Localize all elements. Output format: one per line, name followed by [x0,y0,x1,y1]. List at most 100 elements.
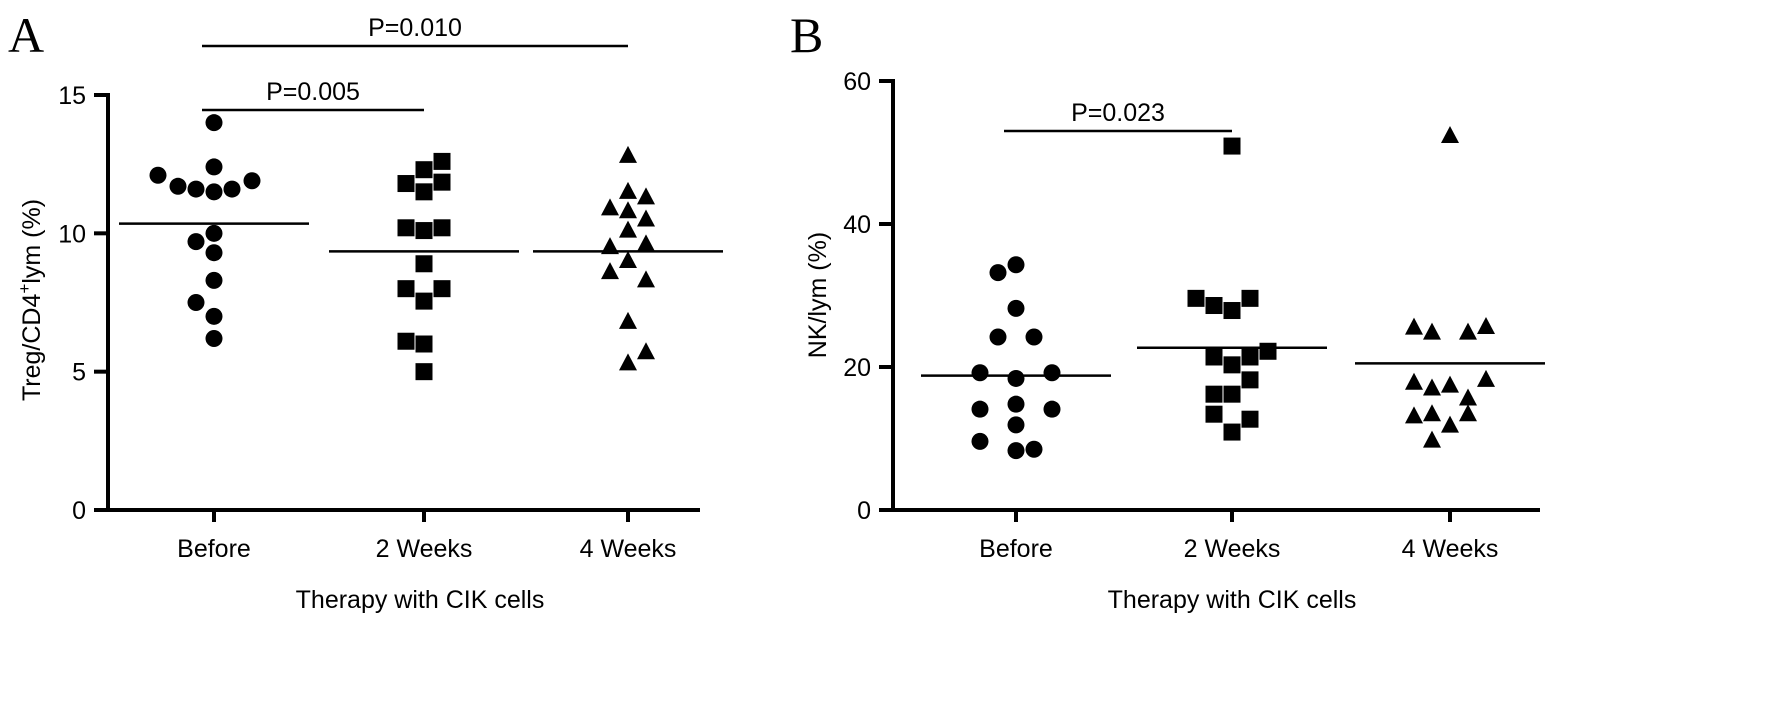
data-point-circle [989,264,1007,282]
data-point-triangle [619,311,637,329]
x-tick-label: 2 Weeks [376,535,473,563]
data-point-circle [205,183,223,201]
y-axis-title-part: Treg/CD4 [18,294,46,402]
y-axis-title-superscript: + [15,284,34,294]
data-point-circle [187,294,205,311]
data-point-square [1205,297,1223,315]
data-point-circle [971,400,989,418]
p-value-label: P=0.005 [266,78,360,106]
data-point-circle [1007,256,1025,274]
data-point-triangle [1423,322,1441,340]
data-point-circle [205,114,223,132]
data-point-square [1241,410,1259,428]
data-point-square [1223,302,1241,320]
data-point-circle [1007,395,1025,413]
x-axis-title: Therapy with CIK cells [296,586,545,614]
data-point-square [415,292,433,310]
data-point-circle [223,180,241,198]
data-point-triangle [619,251,637,268]
data-point-triangle [619,201,637,219]
data-point-square [1223,137,1241,155]
data-point-circle [1007,416,1025,434]
data-point-circle [149,166,167,184]
y-tick-label: 5 [72,359,86,387]
data-point-triangle [619,220,637,238]
data-point-square [433,219,451,237]
y-tick-label: 60 [843,68,871,96]
panel-letter-b: B [790,7,823,63]
data-point-square [415,161,433,179]
data-point-square [1241,289,1259,307]
data-point-triangle [1423,404,1441,422]
data-point-square [415,363,433,381]
data-point-triangle [637,187,655,205]
data-point-triangle [1405,317,1423,335]
data-point-triangle [1477,369,1495,387]
y-axis-title-part: lym (%) [18,199,46,284]
data-point-triangle [1423,430,1441,448]
data-point-triangle [637,234,655,252]
data-point-square [415,255,433,273]
data-point-triangle [1477,316,1495,334]
y-axis-title: NK/lym (%) [804,232,832,358]
data-point-triangle [1405,406,1423,424]
data-point-circle [989,328,1007,346]
y-tick-label: 0 [857,497,871,525]
x-tick-label: 4 Weeks [580,535,677,563]
data-point-square [1259,342,1277,360]
data-point-circle [205,307,223,325]
data-point-square [433,173,451,191]
data-point-square [1205,405,1223,423]
data-point-triangle [1405,372,1423,390]
x-tick-label: Before [177,535,251,563]
y-tick-label: 10 [58,220,86,248]
x-tick-label: Before [979,535,1053,563]
data-point-circle [169,177,187,195]
data-point-square [1241,371,1259,389]
data-point-triangle [619,181,637,199]
panel-letter-a: A [8,7,44,63]
data-point-triangle [637,270,655,288]
data-point-circle [187,180,205,198]
x-tick-label: 2 Weeks [1184,535,1281,563]
p-value-label: P=0.023 [1071,99,1165,127]
data-point-square [1223,385,1241,403]
data-point-circle [205,329,223,347]
x-axis-title: Therapy with CIK cells [1108,586,1357,614]
data-point-triangle [1441,126,1459,144]
data-point-square [1187,289,1205,307]
panel-a: A 0 5 10 15 Before 2 Weeks 4 Weeks Therapy with… [8,7,723,614]
data-point-triangle [601,262,619,280]
data-point-triangle [637,209,655,227]
y-tick-label: 15 [58,82,86,110]
data-point-square [415,335,433,353]
data-point-circle [1025,328,1043,346]
data-point-triangle [1423,378,1441,396]
data-point-triangle [1459,322,1477,340]
data-point-circle [1043,364,1061,382]
data-point-square [1223,423,1241,441]
data-point-circle [1025,440,1043,458]
data-point-triangle [1459,404,1477,422]
data-point-square [1241,348,1259,366]
data-point-triangle [619,353,637,371]
data-point-square [433,280,451,298]
data-point-triangle [601,198,619,216]
p-value-label: P=0.010 [368,14,462,42]
data-point-square [1223,356,1241,374]
data-point-square [397,332,415,350]
data-point-square [415,183,433,201]
data-point-circle [205,244,223,262]
y-axis-title: Treg/CD4+lym (%) [15,199,46,401]
data-point-circle [971,364,989,382]
x-tick-label: 4 Weeks [1402,535,1499,563]
data-point-circle [205,271,223,289]
data-point-circle [243,172,261,190]
panel-b: B 0 20 40 60 Before 2 Weeks 4 Weeks Therapy wit… [790,7,1545,614]
data-point-triangle [1441,375,1459,393]
data-point-circle [205,158,223,176]
data-point-square [397,280,415,298]
data-point-triangle [1459,388,1477,406]
data-point-square [415,222,433,240]
